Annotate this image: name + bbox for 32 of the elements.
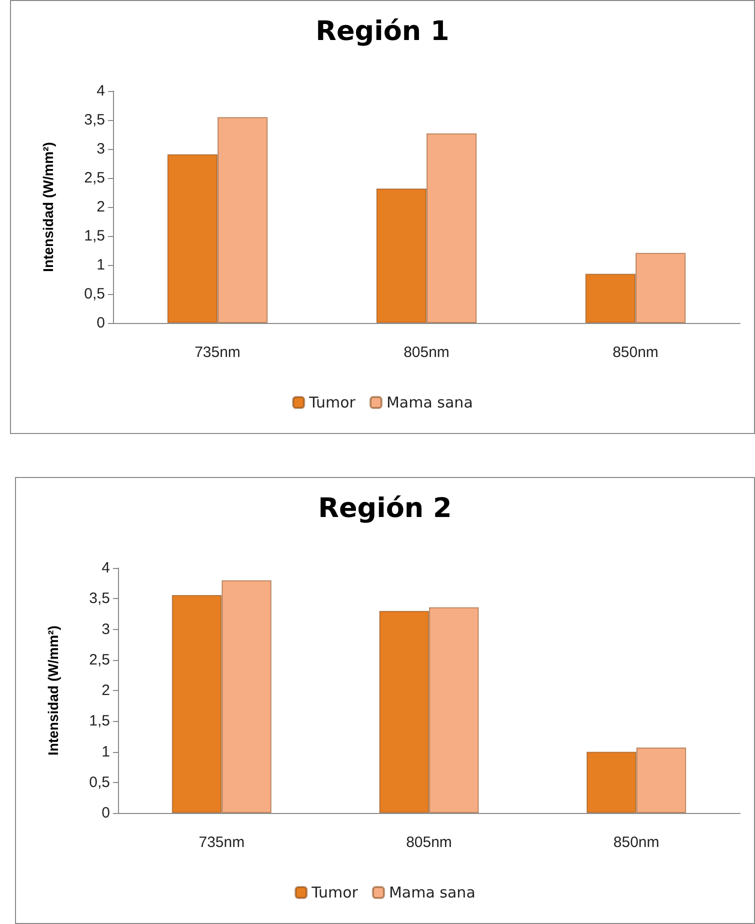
y-tick-label: 0,5 — [84, 286, 105, 302]
x-tick-label: 850nm — [613, 834, 660, 851]
y-tick-label: 0,5 — [89, 774, 110, 791]
y-tick-label: 2 — [102, 682, 110, 699]
y-tick-label: 1 — [102, 743, 110, 760]
x-tick-label: 735nm — [194, 344, 240, 361]
chart-title: Región 1 — [316, 16, 450, 47]
y-tick-label: 3,5 — [84, 112, 105, 128]
y-axis-title: Intensidad (W/mm²) — [45, 626, 61, 756]
chart-title: Región 2 — [318, 493, 452, 524]
legend-label: Tumor — [310, 884, 359, 902]
y-tick-label: 2,5 — [84, 170, 105, 186]
y-tick-label: 1,5 — [84, 228, 105, 244]
y-tick-label: 1 — [96, 256, 105, 274]
x-tick-label: 735nm — [198, 834, 245, 851]
y-tick-label: 0 — [96, 314, 105, 332]
x-tick-label: 850nm — [612, 344, 658, 361]
y-tick-label: 2,5 — [89, 651, 110, 668]
x-tick-label: 805nm — [406, 834, 452, 851]
y-tick-label: 4 — [96, 82, 105, 100]
y-tick-label: 3,5 — [89, 590, 110, 608]
y-tick-label: 3 — [96, 140, 105, 158]
y-axis-title: Intensidad (W/mm²) — [40, 142, 56, 272]
legend-label: Mama sana — [386, 394, 473, 412]
x-tick-label: 805nm — [404, 344, 450, 361]
legend-label: Tumor — [308, 394, 356, 412]
y-tick-label: 4 — [102, 560, 110, 576]
y-tick-label: 1,5 — [89, 712, 110, 730]
y-tick-label: 2 — [96, 198, 105, 216]
y-tick-label: 0 — [102, 804, 110, 822]
legend-label: Mama sana — [388, 884, 476, 902]
y-tick-label: 3 — [102, 620, 110, 638]
